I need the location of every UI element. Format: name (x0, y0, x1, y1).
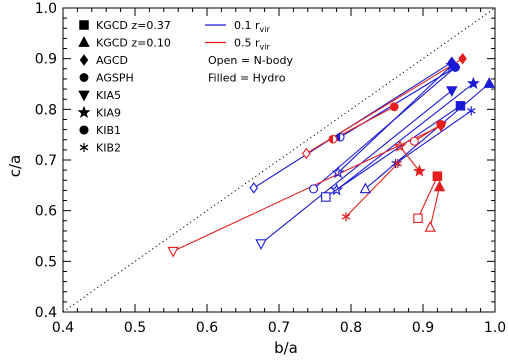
legend-note: Filled = Hydro (208, 72, 286, 85)
y-tick-label: 0.9 (35, 52, 57, 68)
legend-note: Open = N-body (208, 54, 293, 67)
point-filled-15 (436, 119, 446, 130)
legend-line-label-text: 0.5 r (234, 37, 260, 50)
point-open-1 (359, 182, 372, 194)
y-tick-label: 0.4 (35, 305, 57, 321)
point-open-9 (413, 213, 423, 224)
legend-line-subscript: vir (260, 43, 271, 52)
series-segment-12 (332, 106, 395, 140)
series-segment-9 (417, 175, 438, 219)
legend-marker-3 (79, 73, 89, 82)
point-open-14 (393, 139, 407, 152)
series-segment-7 (395, 110, 472, 164)
x-tick-label: 0.4 (52, 320, 74, 336)
point-open-15 (409, 136, 419, 146)
point-filled-7 (466, 106, 476, 116)
point-filled-5 (466, 76, 480, 89)
point-open-11 (302, 147, 311, 160)
point-filled-14 (412, 164, 426, 177)
legend-line-label: 0.5 rvir (234, 37, 270, 52)
point-open-8 (331, 165, 345, 179)
series-segment-4 (260, 90, 453, 245)
legend-marker-7 (79, 142, 89, 153)
point-open-12 (328, 134, 338, 144)
x-tick-label: 0.8 (340, 320, 362, 336)
y-tick-label: 0.7 (35, 153, 57, 169)
series-segment-15 (414, 124, 442, 142)
point-open-4 (255, 239, 267, 250)
point-filled-1 (483, 77, 495, 88)
series-lines (172, 58, 490, 252)
series-segment-5 (336, 83, 474, 191)
series-segment-10 (429, 186, 441, 228)
point-filled-0 (455, 101, 466, 111)
y-tick-label: 0.8 (35, 102, 57, 118)
legend-marker-5 (77, 105, 91, 118)
y-axis-label: c/a (6, 155, 24, 178)
point-open-13 (167, 246, 179, 258)
point-filled-12 (389, 102, 399, 112)
legend: KGCD z=0.37 KGCD z=0.10 AGCD AGSPH KIA5 KIA9 K… (77, 19, 293, 155)
point-open-16 (341, 212, 351, 222)
point-filled-10 (433, 180, 446, 192)
legend-label: KIB1 (96, 124, 121, 137)
legend-line-label: 0.1 rvir (234, 19, 270, 34)
point-open-10 (424, 221, 436, 232)
series-markers (167, 52, 495, 258)
series-segment-8 (337, 64, 453, 174)
legend-label: KGCD z=0.10 (96, 37, 171, 50)
series-segment-0 (325, 105, 461, 198)
legend-marker-0 (79, 20, 89, 30)
x-axis-label: b/a (274, 339, 298, 357)
point-filled-4 (446, 86, 458, 97)
x-tick-label: 0.5 (124, 320, 146, 336)
legend-label: KIA5 (96, 89, 121, 102)
point-open-5 (330, 183, 344, 196)
legend-line-label-text: 0.1 r (234, 19, 260, 32)
axes: 0.4 0.5 0.6 0.7 0.8 0.9 1.0 0.4 0.5 0.6 0.7 0.8 0.9 1… (35, 1, 506, 336)
y-tick-label: 0.6 (35, 204, 57, 220)
legend-label: KIB2 (96, 142, 121, 155)
series-segment-13 (172, 125, 442, 252)
point-filled-8 (445, 58, 459, 71)
x-tick-label: 0.7 (268, 320, 290, 336)
point-filled-9 (432, 171, 443, 181)
point-open-2 (249, 182, 259, 194)
legend-marker-4 (78, 90, 90, 102)
series-segment-16 (345, 163, 399, 218)
y-tick-label: 0.5 (35, 254, 57, 270)
legend-label: KIA9 (96, 107, 121, 120)
legend-line-subscript: vir (260, 25, 271, 34)
x-tick-label: 0.6 (196, 320, 218, 336)
legend-marker-2 (79, 54, 89, 66)
point-open-3 (335, 132, 345, 142)
legend-label: AGSPH (96, 72, 134, 85)
point-filled-16 (393, 158, 403, 169)
point-open-6 (309, 184, 319, 194)
point-filled-11 (458, 52, 467, 65)
legend-marker-1 (78, 36, 90, 47)
point-open-0 (321, 192, 331, 202)
legend-marker-6 (79, 125, 89, 135)
x-tick-label: 1.0 (484, 320, 506, 336)
legend-label: AGCD (96, 54, 128, 67)
series-segment-1 (365, 83, 490, 190)
x-tick-label: 0.9 (412, 320, 434, 336)
legend-label: KGCD z=0.37 (96, 19, 171, 32)
y-tick-label: 1.0 (35, 1, 57, 17)
